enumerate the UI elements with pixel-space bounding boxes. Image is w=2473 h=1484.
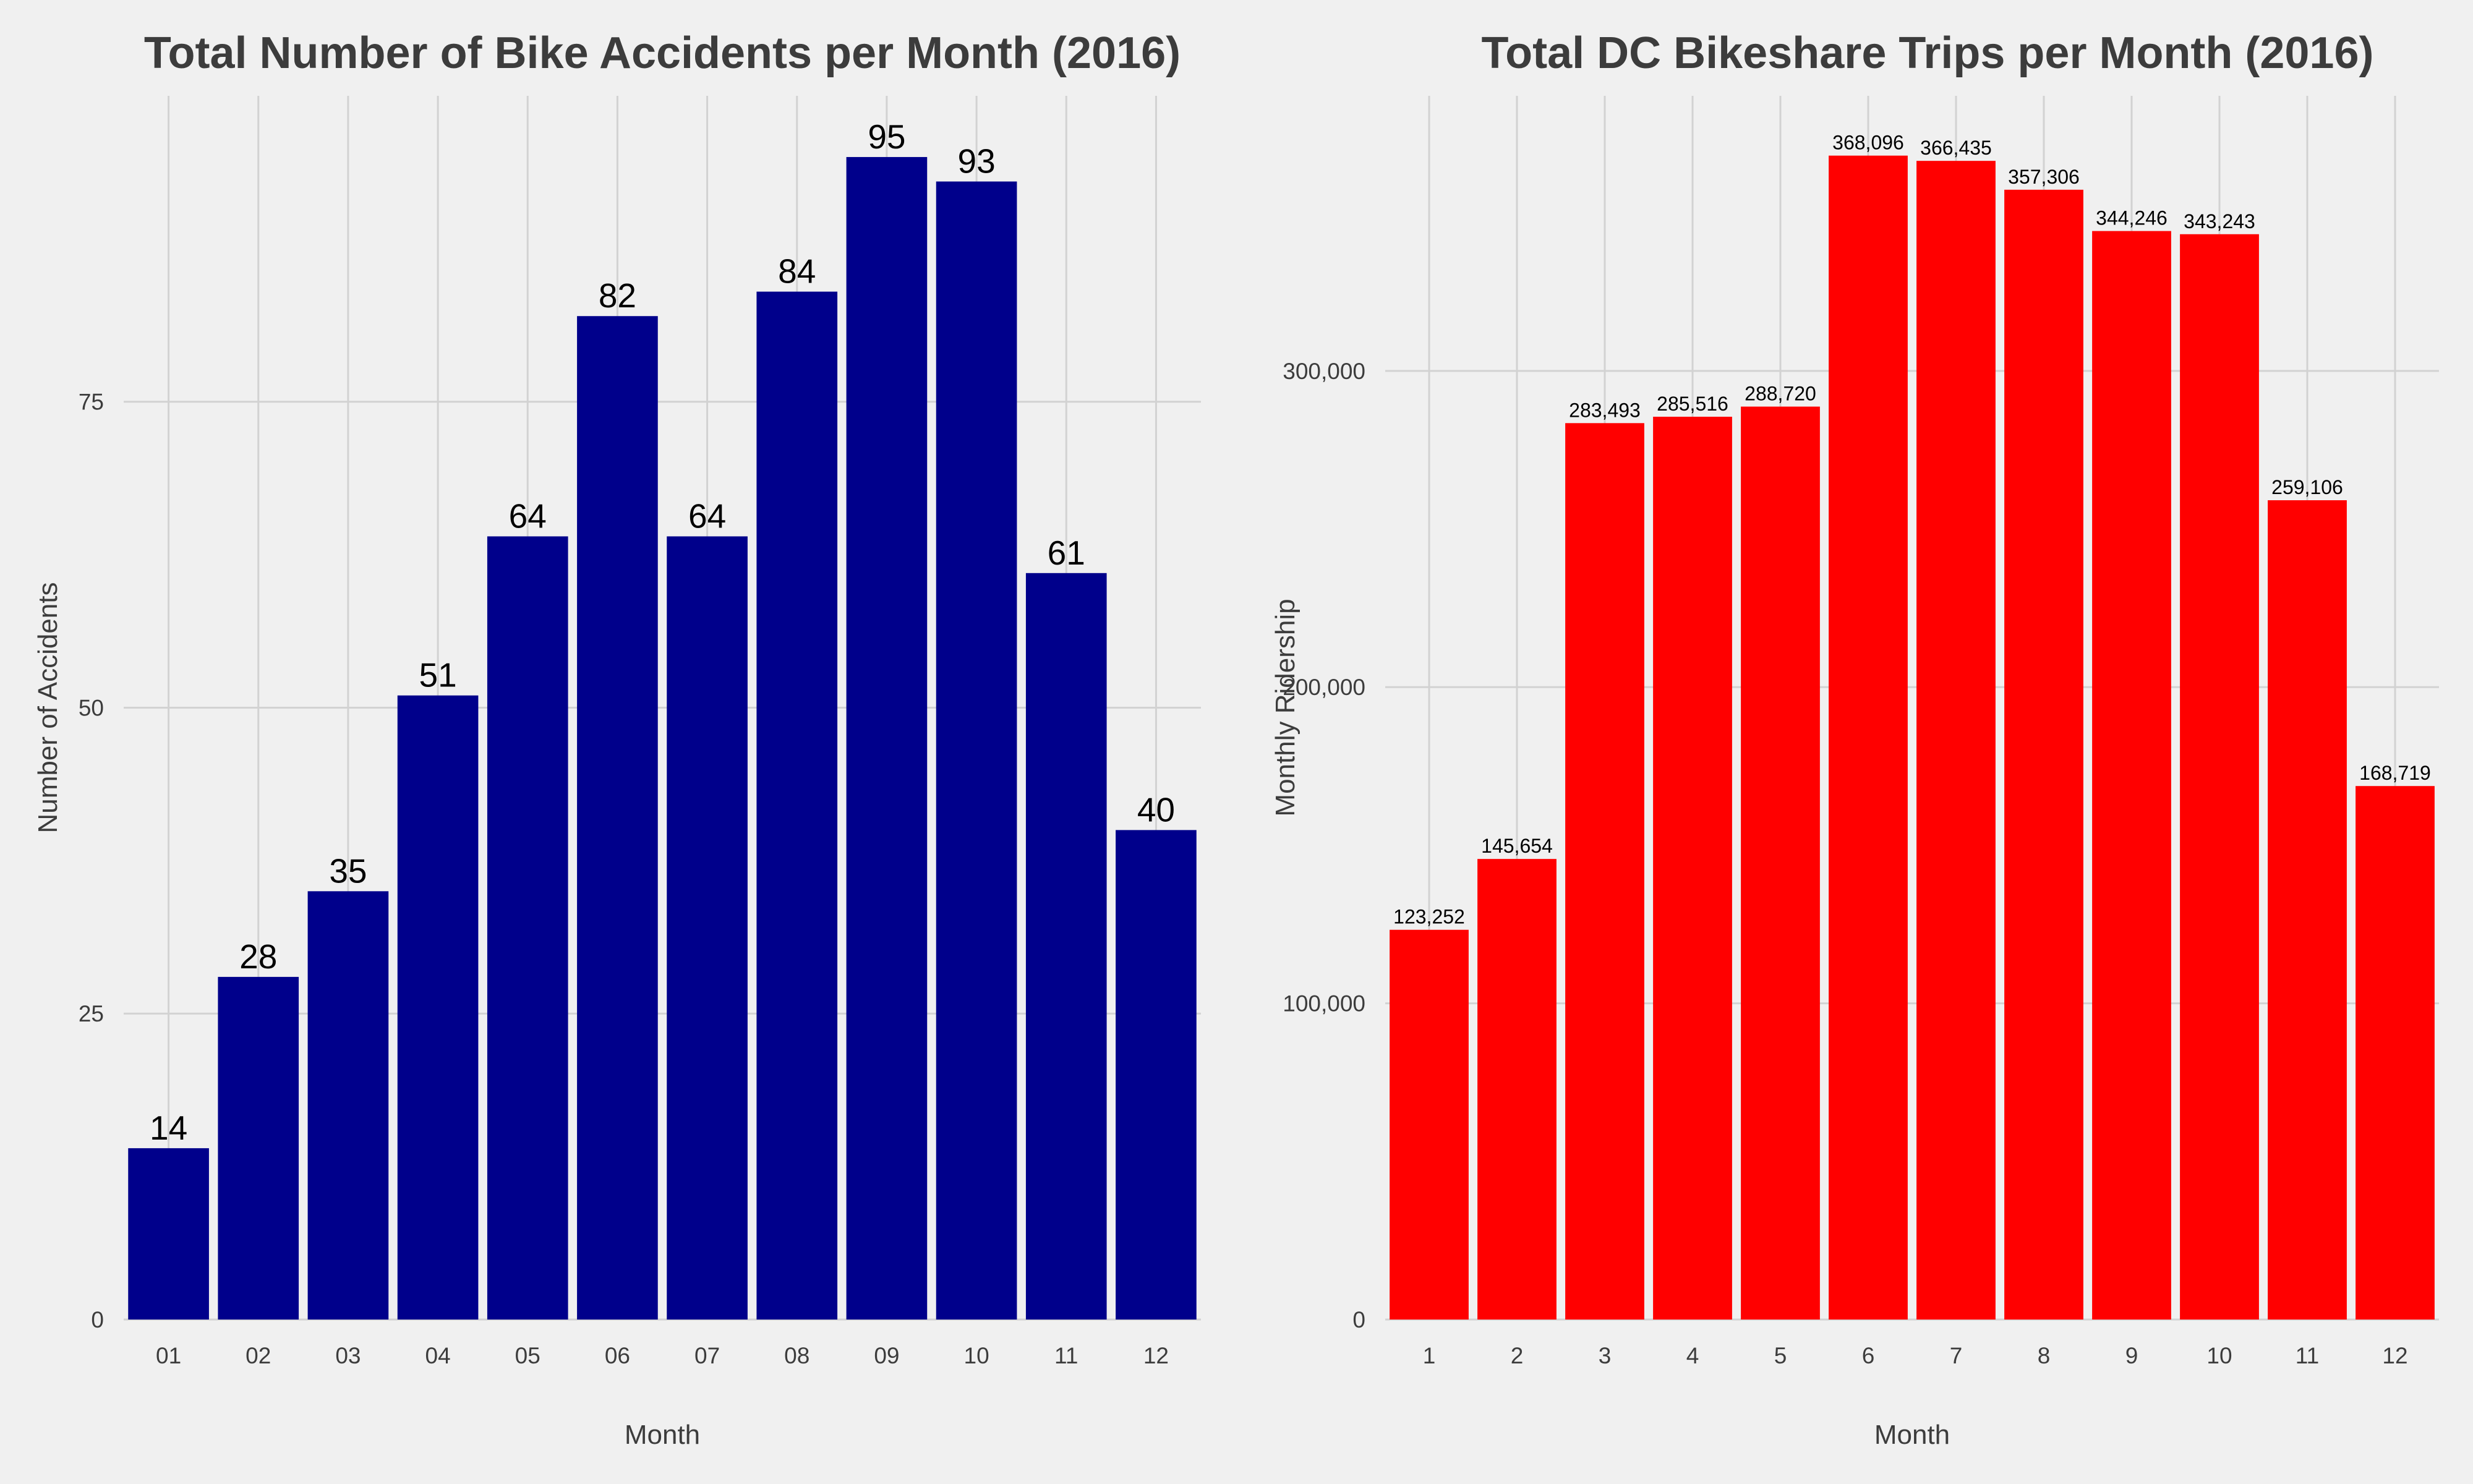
x-axis-label: Month (1874, 1420, 1950, 1450)
x-tick-label: 6 (1862, 1343, 1875, 1368)
bar-value-label: 61 (1048, 534, 1085, 572)
bar-value-label: 35 (329, 851, 367, 890)
bar-value-label: 366,435 (1920, 137, 1992, 159)
chart-title: Total DC Bikeshare Trips per Month (2016… (1482, 28, 2374, 78)
y-tick-label: 0 (1352, 1307, 1365, 1333)
y-tick-label: 300,000 (1283, 359, 1365, 384)
bar-10 (2180, 234, 2259, 1320)
x-tick-label: 4 (1686, 1343, 1699, 1368)
bar-6 (1829, 155, 1908, 1320)
bar-8 (2004, 189, 2083, 1320)
bar-value-label: 343,243 (2184, 210, 2255, 232)
x-tick-label: 9 (2125, 1343, 2138, 1368)
y-tick-label: 100,000 (1283, 991, 1365, 1017)
x-axis-label: Month (625, 1420, 700, 1450)
x-tick-label: 11 (1054, 1343, 1078, 1368)
y-tick-label: 50 (79, 695, 104, 720)
x-tick-label: 8 (2038, 1343, 2051, 1368)
x-tick-label: 3 (1599, 1343, 1612, 1368)
bar-value-label: 123,252 (1393, 906, 1465, 928)
bar-3 (1565, 423, 1644, 1320)
bar-12 (1116, 830, 1197, 1320)
x-tick-label: 06 (605, 1343, 630, 1368)
bar-value-label: 288,720 (1745, 383, 1816, 405)
bar-04 (397, 695, 479, 1320)
bar-value-label: 344,246 (2096, 207, 2168, 229)
y-tick-label: 25 (79, 1001, 104, 1026)
x-tick-label: 11 (2296, 1343, 2319, 1368)
x-tick-label: 02 (246, 1343, 271, 1368)
bar-value-label: 285,516 (1657, 393, 1728, 415)
y-tick-label: 200,000 (1283, 675, 1365, 700)
bar-07 (667, 536, 748, 1320)
bar-2 (1477, 859, 1557, 1320)
bar-value-label: 95 (868, 117, 905, 156)
y-tick-label: 75 (79, 390, 104, 415)
bar-value-label: 84 (778, 252, 816, 291)
bar-value-label: 64 (509, 497, 547, 535)
bar-01 (128, 1148, 209, 1320)
chart-title: Total Number of Bike Accidents per Month… (144, 28, 1181, 78)
bar-value-label: 64 (688, 497, 726, 535)
x-tick-label: 1 (1423, 1343, 1436, 1368)
x-tick-label: 10 (2206, 1343, 2232, 1368)
bar-value-label: 368,096 (1832, 132, 1904, 154)
x-tick-label: 2 (1511, 1343, 1524, 1368)
bar-03 (307, 891, 389, 1320)
bar-value-label: 82 (599, 276, 636, 315)
bar-1 (1390, 929, 1469, 1320)
x-tick-label: 09 (874, 1343, 899, 1368)
bar-08 (756, 291, 838, 1320)
chart-2: 0 100,000 200,000 300,000 123,252 1 145,654 2 28… (1270, 28, 2439, 1450)
x-tick-label: 03 (335, 1343, 361, 1368)
x-tick-label: 08 (784, 1343, 809, 1368)
bar-12 (2356, 786, 2435, 1320)
bar-02 (218, 976, 299, 1320)
bar-value-label: 259,106 (2271, 476, 2343, 498)
x-tick-label: 07 (694, 1343, 720, 1368)
bar-value-label: 14 (150, 1109, 187, 1147)
x-tick-label: 12 (1143, 1343, 1169, 1368)
bar-06 (577, 316, 658, 1320)
chart-1: 0 25 50 75 14 01 28 02 35 03 51 04 64 05 82 06 64 07 84 08 9… (33, 28, 1201, 1450)
x-tick-label: 01 (156, 1343, 181, 1368)
bar-11 (2268, 500, 2347, 1320)
y-axis-label: Monthly Ridership (1270, 599, 1301, 816)
x-tick-label: 5 (1774, 1343, 1787, 1368)
bar-09 (846, 156, 928, 1320)
bar-05 (487, 536, 568, 1320)
x-tick-label: 12 (2382, 1343, 2407, 1368)
bar-value-label: 28 (239, 937, 277, 976)
bar-value-label: 283,493 (1569, 399, 1641, 421)
y-tick-label: 0 (91, 1307, 104, 1333)
bar-value-label: 51 (419, 656, 456, 694)
bar-9 (2092, 231, 2171, 1320)
bar-7 (1916, 161, 1996, 1320)
bar-10 (936, 181, 1017, 1320)
x-tick-label: 10 (964, 1343, 989, 1368)
y-axis-label: Number of Accidents (33, 582, 63, 834)
bar-value-label: 93 (957, 142, 995, 181)
x-tick-label: 7 (1950, 1343, 1963, 1368)
bar-value-label: 145,654 (1481, 835, 1553, 857)
bar-5 (1741, 406, 1820, 1320)
bar-value-label: 168,719 (2359, 762, 2431, 784)
bar-value-label: 357,306 (2008, 166, 2080, 188)
x-tick-label: 05 (515, 1343, 540, 1368)
bar-4 (1653, 416, 1732, 1320)
bar-value-label: 40 (1137, 790, 1175, 829)
x-tick-label: 04 (425, 1343, 451, 1368)
bar-11 (1025, 573, 1107, 1320)
